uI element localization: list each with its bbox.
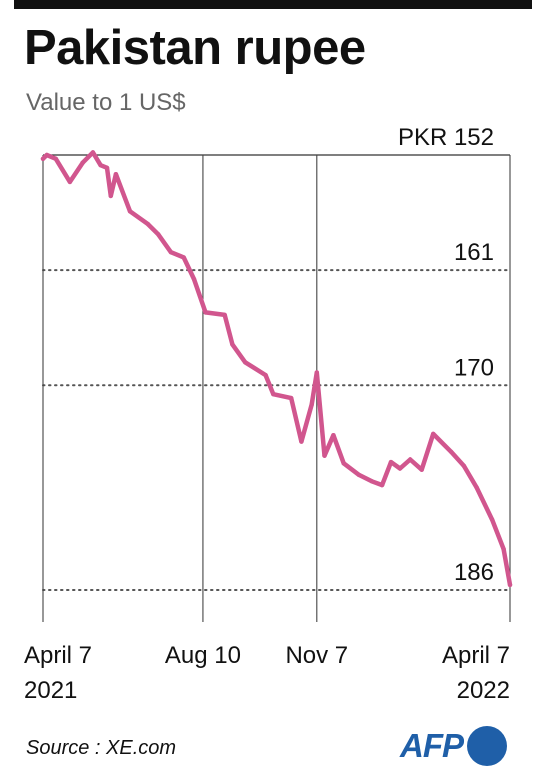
y-tick-label: PKR 152 xyxy=(398,124,494,151)
data-point xyxy=(53,156,58,161)
x-tick-year-label: 2021 xyxy=(24,677,77,704)
data-point xyxy=(461,463,467,469)
data-point xyxy=(474,485,479,490)
data-point xyxy=(203,310,208,315)
data-point xyxy=(243,360,248,365)
data-point xyxy=(113,172,119,177)
data-point xyxy=(263,372,268,378)
y-tick-label: 161 xyxy=(454,239,494,266)
data-point xyxy=(80,160,85,165)
data-point xyxy=(90,150,96,155)
data-point xyxy=(331,433,336,438)
data-point xyxy=(156,232,161,237)
data-point xyxy=(98,163,103,168)
data-point xyxy=(369,479,374,484)
top-bar xyxy=(14,0,532,9)
data-point xyxy=(356,472,362,478)
data-point xyxy=(40,156,46,161)
chart-subtitle: Value to 1 US$ xyxy=(26,89,186,116)
data-point xyxy=(67,179,73,185)
data-point xyxy=(299,439,304,444)
data-point xyxy=(222,312,227,318)
data-point xyxy=(341,461,346,466)
data-point xyxy=(168,250,174,255)
y-tick-label: 186 xyxy=(454,559,494,586)
afp-logo-text: AFP xyxy=(400,727,464,764)
x-tick-label: Aug 10 xyxy=(165,642,241,669)
data-point xyxy=(388,459,394,465)
x-tick-label: Nov 7 xyxy=(285,642,348,669)
data-point xyxy=(507,582,513,588)
x-tick-label: April 7 xyxy=(442,642,510,669)
data-point xyxy=(191,276,197,282)
y-tick-label: 170 xyxy=(454,354,494,381)
afp-logo-dot xyxy=(467,726,507,766)
data-point xyxy=(289,395,294,401)
data-point xyxy=(379,482,385,488)
data-point xyxy=(419,467,424,472)
x-tick-year-label: 2022 xyxy=(457,677,510,704)
data-point xyxy=(431,431,436,437)
series-line xyxy=(40,150,513,588)
data-point xyxy=(448,449,454,454)
data-point xyxy=(44,152,49,158)
data-point xyxy=(397,466,403,471)
data-point xyxy=(181,255,186,260)
afp-logo: AFP xyxy=(400,724,507,768)
data-point xyxy=(271,392,276,397)
data-point xyxy=(314,370,319,375)
source-note: Source : XE.com xyxy=(26,737,177,759)
data-point xyxy=(408,457,413,462)
data-point xyxy=(145,221,151,227)
data-point xyxy=(104,165,110,170)
data-point xyxy=(230,342,235,347)
chart-title: Pakistan rupee xyxy=(24,21,366,75)
data-point xyxy=(108,193,114,199)
data-point xyxy=(322,453,327,458)
data-point xyxy=(489,517,495,522)
data-point xyxy=(127,209,133,214)
data-point xyxy=(501,546,506,552)
x-tick-label: April 7 xyxy=(24,642,92,669)
data-point xyxy=(309,402,314,407)
